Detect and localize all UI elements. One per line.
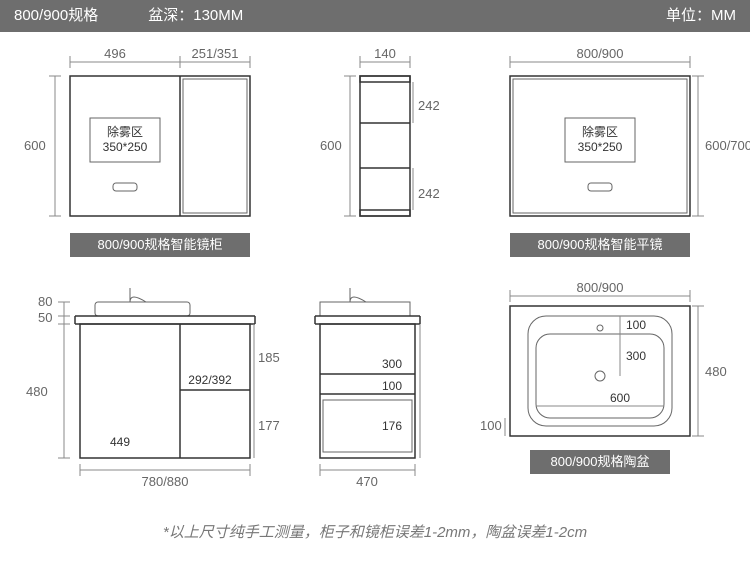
defog-label-2: 除雾区 <box>582 124 618 139</box>
shelf-diagram: 140 600 242 242 <box>290 48 470 268</box>
cabinet-front-diagram: 449 292/392 80 50 480 185 177 780/880 <box>20 278 280 518</box>
dim-449: 449 <box>110 435 130 449</box>
dim-496: 496 <box>104 46 126 61</box>
dim-600: 600 <box>24 138 46 153</box>
defog-size: 350*250 <box>103 140 148 154</box>
mirror-cabinet-label: 800/900规格智能镜柜 <box>98 237 223 252</box>
header-spec: 800/900规格 <box>14 7 98 25</box>
footer-note: *以上尺寸纯手工测量，柜子和镜柜误差1-2mm，陶盆误差1-2cm <box>0 524 750 542</box>
dim-600-700: 600/700 <box>705 138 750 153</box>
dim-basin-100: 100 <box>626 318 646 332</box>
dim-80: 80 <box>38 294 52 309</box>
dim-140: 140 <box>374 46 396 61</box>
flat-mirror-diagram: 800/900 除雾区 350*250 600/700 800/900规格智能平… <box>480 48 740 268</box>
dim-50: 50 <box>38 310 52 325</box>
diagram-grid: 496 251/351 600 除雾区 350*250 800/900规格智能镜… <box>0 32 750 518</box>
dim-242a: 242 <box>418 98 440 113</box>
mirror-cabinet-diagram: 496 251/351 600 除雾区 350*250 800/900规格智能镜… <box>20 48 280 268</box>
dim-780: 780/880 <box>142 474 189 489</box>
defog-size-2: 350*250 <box>578 140 623 154</box>
dim-177: 177 <box>258 418 280 433</box>
dim-800-mirror: 800/900 <box>577 46 624 61</box>
dim-basin-300: 300 <box>626 349 646 363</box>
dim-basin-left: 100 <box>480 418 502 433</box>
cabinet-side-diagram: 300 100 176 470 <box>290 278 470 518</box>
basin-diagram: 800/900 100 300 600 100 480 800/900规格陶盆 <box>480 278 740 518</box>
dim-185: 185 <box>258 350 280 365</box>
header-bar: 800/900规格 盆深：130MM 单位：MM <box>0 0 750 32</box>
dim-176: 176 <box>382 419 402 433</box>
defog-label: 除雾区 <box>107 124 143 139</box>
dim-251: 251/351 <box>192 46 239 61</box>
dim-242b: 242 <box>418 186 440 201</box>
header-unit: 单位：MM <box>666 7 736 25</box>
dim-800-basin: 800/900 <box>577 280 624 295</box>
dim-basin-480: 480 <box>705 364 727 379</box>
dim-470: 470 <box>356 474 378 489</box>
dim-480: 480 <box>26 384 48 399</box>
dim-292: 292/392 <box>188 373 232 387</box>
dim-100: 100 <box>382 379 402 393</box>
basin-label: 800/900规格陶盆 <box>551 454 650 469</box>
header-depth: 盆深：130MM <box>148 7 666 25</box>
dim-600-shelf: 600 <box>320 138 342 153</box>
flat-mirror-label: 800/900规格智能平镜 <box>538 237 663 252</box>
dim-basin-600: 600 <box>610 391 630 405</box>
dim-300: 300 <box>382 357 402 371</box>
